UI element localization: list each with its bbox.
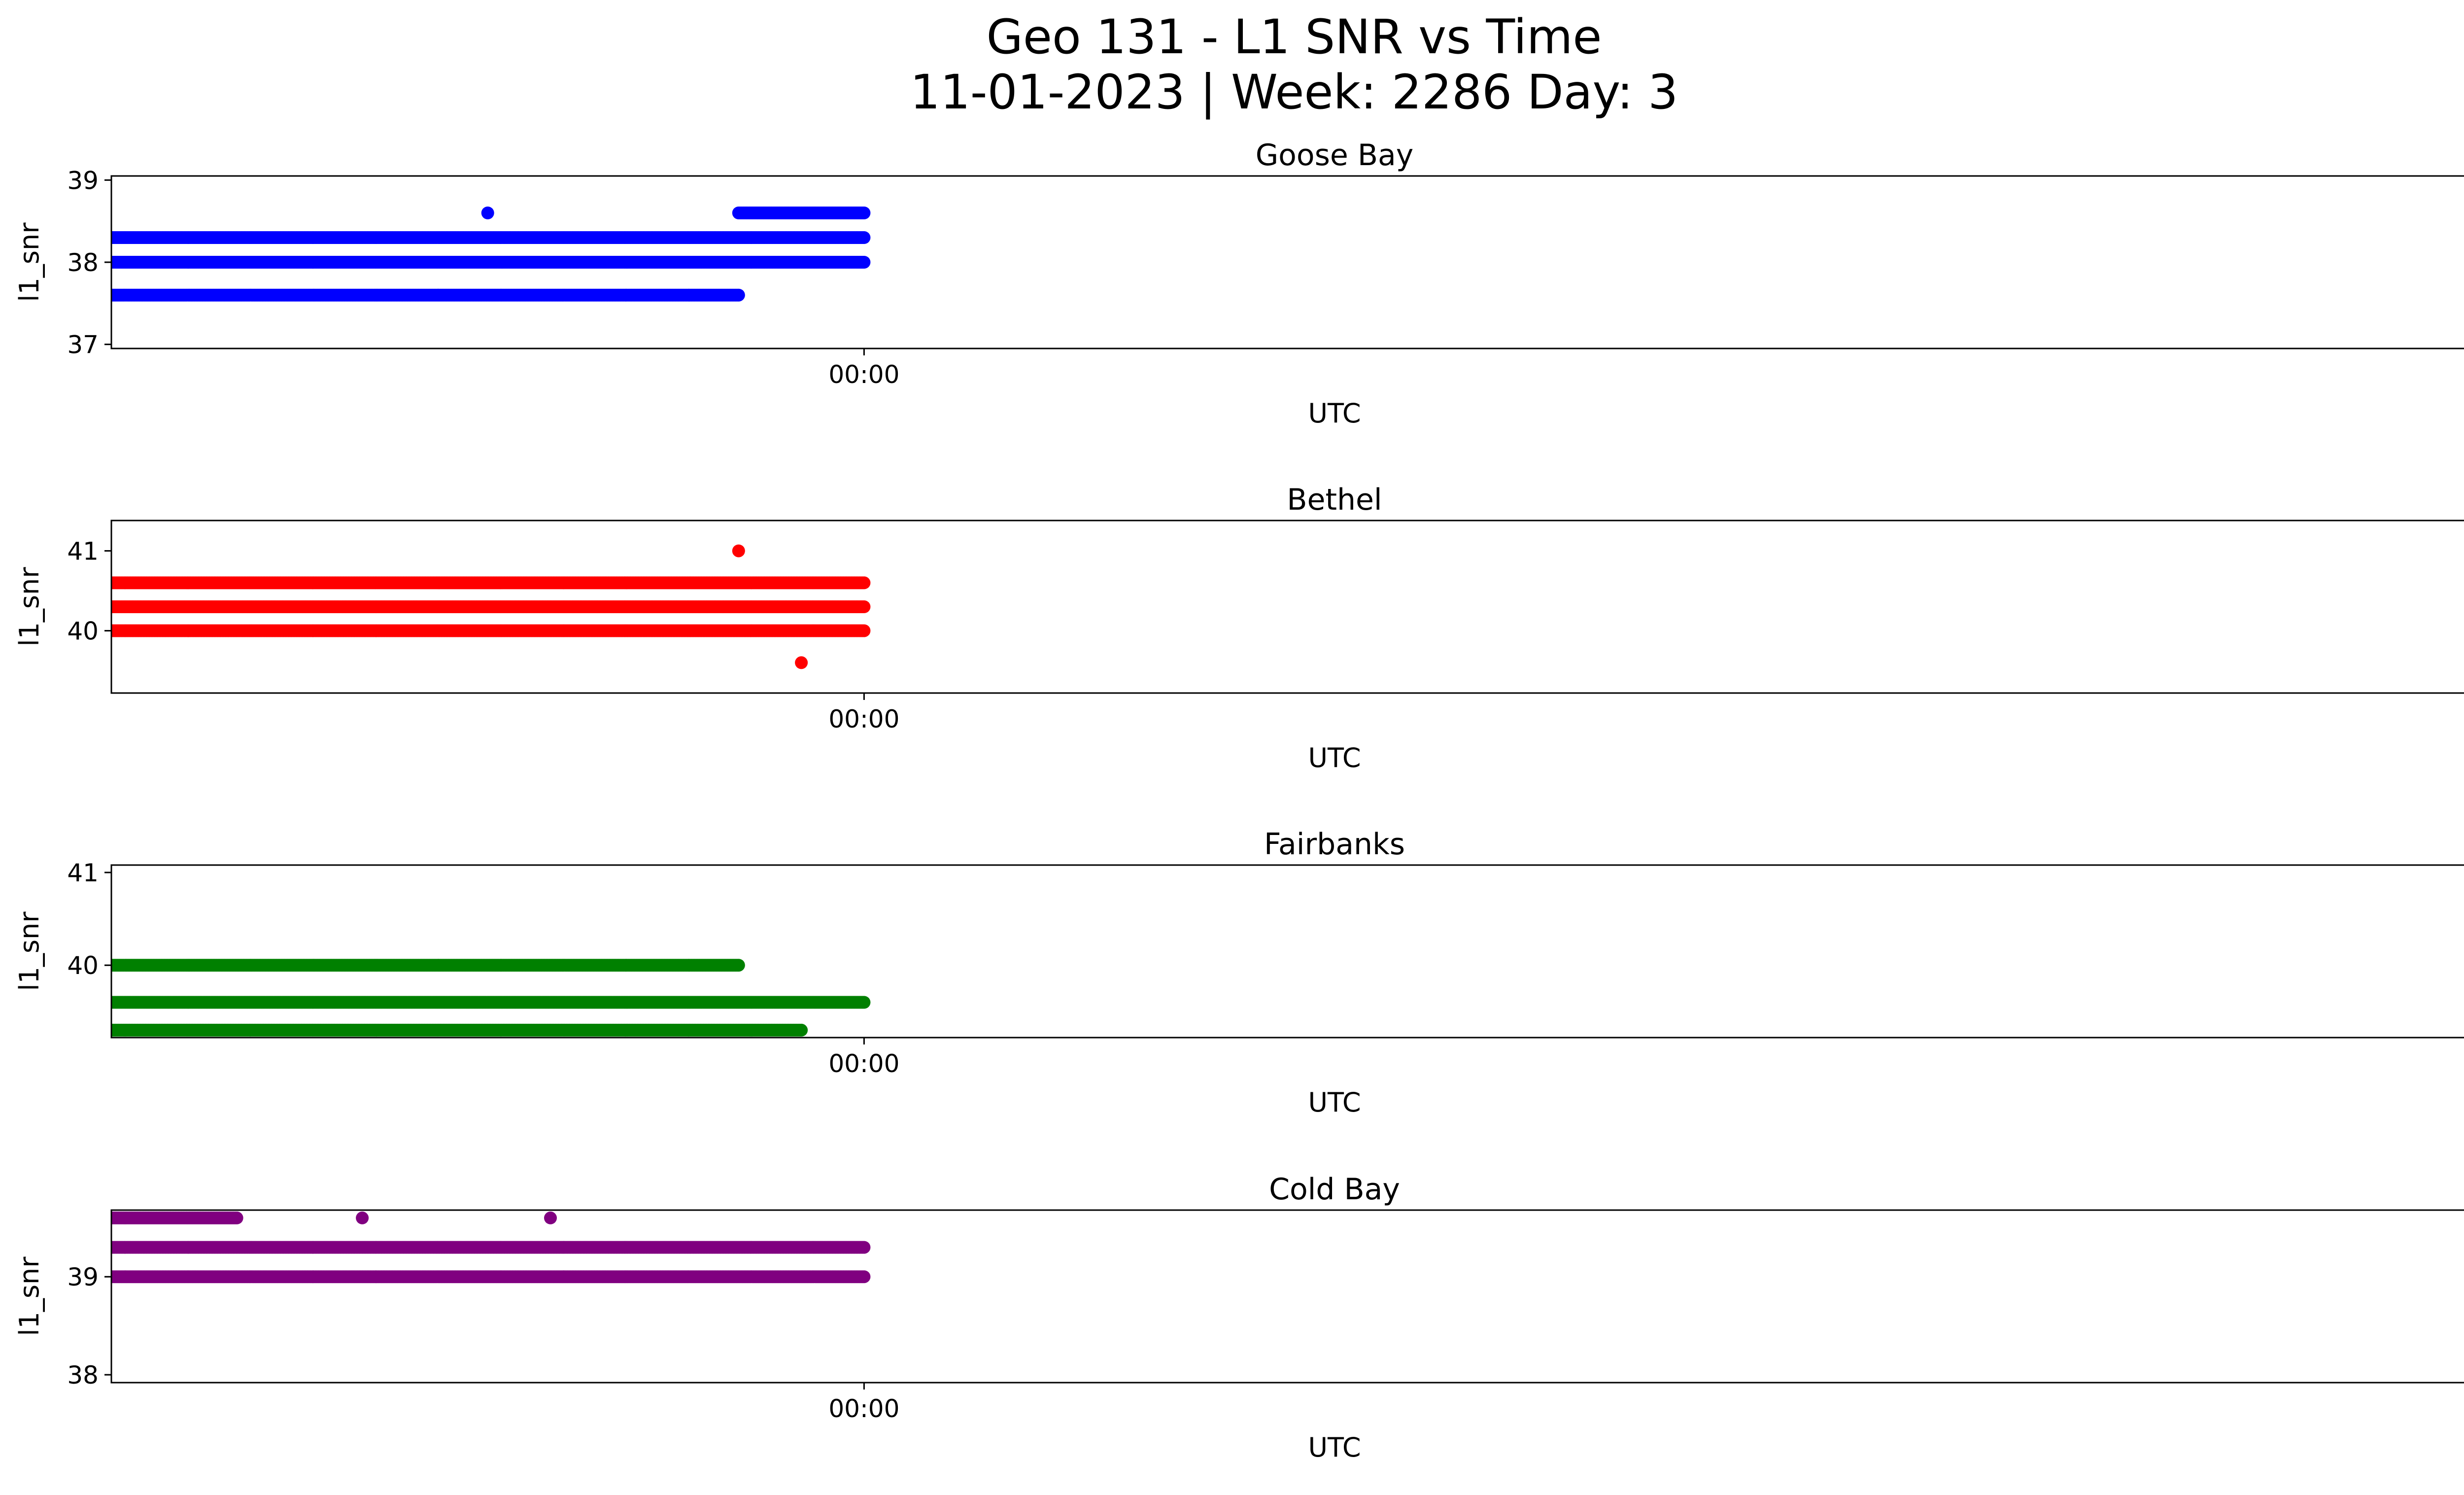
subplot-1: Goose Bay00:0003:0006:0009:0012:0015:001…: [0, 138, 2464, 429]
figure-title-line1: Geo 131 - L1 SNR vs Time: [987, 9, 1602, 65]
subplot-title: Goose Bay: [1256, 138, 1414, 173]
figure-title-line2: 11-01-2023 | Week: 2286 Day: 3: [910, 65, 1678, 120]
scatter-points: [0, 174, 870, 350]
subplot-panels: Goose Bay00:0003:0006:0009:0012:0015:001…: [0, 138, 2464, 1463]
